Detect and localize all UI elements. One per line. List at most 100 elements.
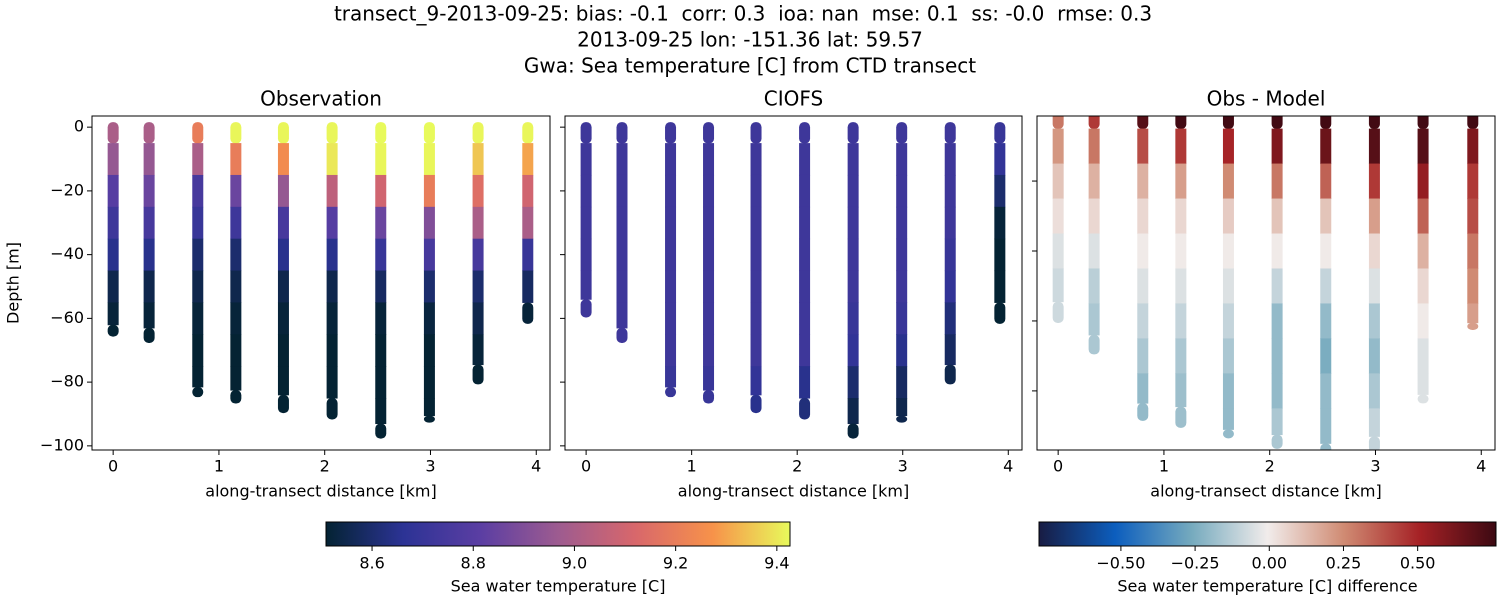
sample — [616, 206, 628, 240]
sample — [665, 334, 677, 367]
axes-frame — [91, 115, 551, 451]
sample — [192, 334, 204, 367]
x-tick-label: 1 — [687, 457, 697, 476]
panel-title: Obs - Model — [1207, 87, 1326, 111]
sample — [1137, 233, 1149, 269]
sample — [847, 423, 859, 439]
sample — [230, 174, 242, 208]
sample — [896, 270, 908, 303]
sample — [1088, 303, 1100, 336]
sample — [143, 143, 155, 176]
sample — [703, 238, 715, 272]
sample — [799, 174, 811, 208]
marks — [580, 122, 1006, 439]
sample — [703, 143, 715, 176]
sample — [1417, 394, 1429, 404]
sample — [1467, 116, 1479, 130]
sample — [277, 334, 289, 367]
sample — [375, 238, 387, 272]
sample — [665, 206, 677, 240]
sample — [847, 122, 859, 144]
sample — [1175, 198, 1187, 235]
sample — [192, 143, 204, 176]
sample — [1368, 408, 1380, 437]
axes-frame — [564, 115, 1023, 451]
sample — [423, 122, 435, 144]
sample — [616, 327, 628, 343]
sample — [1320, 268, 1332, 304]
sample — [1467, 128, 1479, 165]
sample — [1417, 373, 1429, 395]
sample — [703, 302, 715, 335]
colorbar-tick-label: 9.0 — [562, 554, 587, 573]
sample — [1175, 338, 1187, 374]
sample — [472, 122, 484, 144]
colorbar-tick-label: 9.2 — [663, 554, 688, 573]
sample — [1417, 198, 1429, 235]
sample — [1222, 116, 1234, 130]
sample — [750, 334, 762, 367]
sample — [326, 238, 338, 272]
sample — [277, 206, 289, 240]
sample — [375, 174, 387, 208]
sample — [799, 270, 811, 303]
sample — [326, 206, 338, 240]
sample — [1368, 338, 1380, 374]
sample — [375, 270, 387, 303]
sample — [1271, 434, 1283, 449]
sample — [1271, 373, 1283, 409]
y-axis-label: Depth [m] — [4, 242, 23, 324]
sample — [1320, 128, 1332, 165]
marks — [107, 122, 534, 439]
sample — [750, 143, 762, 176]
x-tick-label: 1 — [1159, 457, 1169, 476]
sample — [522, 206, 534, 240]
y-tick-label: −80 — [50, 372, 84, 391]
sample — [1088, 334, 1100, 355]
sample — [896, 398, 908, 417]
sample — [1137, 198, 1149, 235]
sample — [423, 238, 435, 272]
sample — [423, 143, 435, 176]
sample — [1368, 198, 1380, 235]
sample — [1368, 268, 1380, 304]
sample — [703, 174, 715, 208]
sample — [847, 238, 859, 272]
sample — [580, 122, 592, 144]
sample — [472, 364, 484, 385]
sample — [1137, 303, 1149, 339]
sample — [847, 174, 859, 208]
sample — [580, 299, 592, 318]
sample — [994, 206, 1006, 240]
colorbar: 8.6 8.8 9.0 9.2 9.4 Sea water temperature [C] — [325, 521, 791, 596]
sample — [665, 238, 677, 272]
sample — [847, 334, 859, 367]
sample — [703, 270, 715, 303]
sample — [799, 238, 811, 272]
sample — [230, 334, 242, 367]
suptitle: transect_9-2013-09-25: bias: -0.1 corr: … — [334, 2, 1152, 26]
sample — [665, 302, 677, 335]
sample — [1175, 268, 1187, 304]
x-tick-label: 2 — [1265, 457, 1275, 476]
sample — [616, 270, 628, 303]
sample — [944, 174, 956, 208]
sample — [750, 206, 762, 240]
sample — [1417, 116, 1429, 130]
x-tick-label: 3 — [1370, 457, 1380, 476]
sample — [799, 334, 811, 367]
sample — [1271, 268, 1283, 304]
sample — [665, 174, 677, 208]
y-tick-label: −60 — [50, 308, 84, 327]
sample — [1052, 198, 1064, 235]
sample — [703, 206, 715, 240]
sample — [107, 143, 119, 176]
sample — [1467, 268, 1479, 304]
sample — [750, 394, 762, 414]
sample — [1467, 303, 1479, 324]
sample — [616, 143, 628, 176]
sample — [1467, 233, 1479, 269]
sample — [1320, 233, 1332, 269]
sample — [1052, 233, 1064, 269]
sample — [994, 174, 1006, 208]
